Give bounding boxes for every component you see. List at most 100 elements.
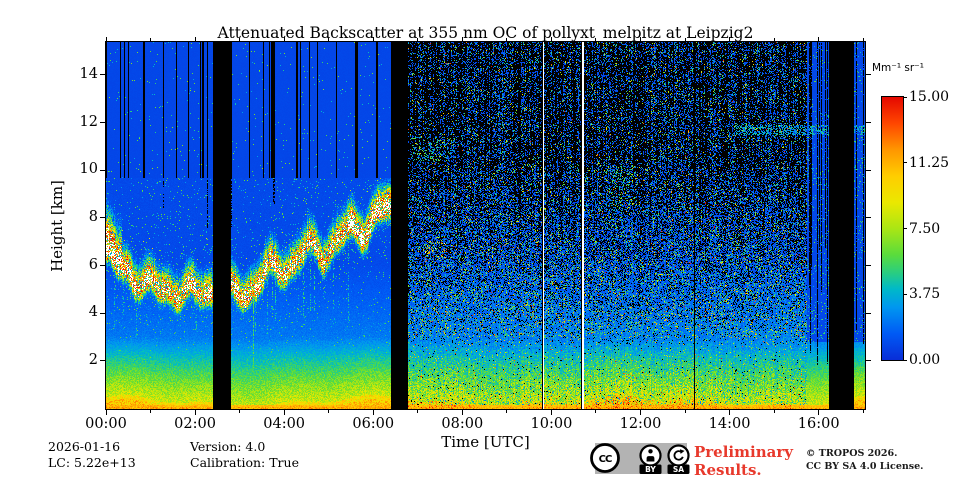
x-minor-tick <box>684 410 686 413</box>
y-major-tick <box>100 217 106 219</box>
colorbar-tick-label: 7.50 <box>909 220 941 237</box>
x-top-minor-tick <box>684 38 686 41</box>
by-person-icon <box>639 444 662 467</box>
x-tick-label: 00:00 <box>85 416 127 432</box>
y-tick-label: 10 <box>79 161 98 178</box>
colorbar-tick-label: 0.00 <box>909 352 941 368</box>
x-minor-tick <box>862 410 864 413</box>
y-major-tick <box>100 312 106 314</box>
x-top-tick <box>550 37 552 41</box>
colorbar-tick <box>903 96 907 98</box>
y-tick-label: 14 <box>79 65 98 82</box>
x-major-tick <box>640 410 641 415</box>
y-major-tick <box>100 360 106 362</box>
y-major-tick <box>100 265 106 267</box>
y-tick-label: 4 <box>88 304 98 321</box>
copyright-line1: © TROPOS 2026. <box>806 448 898 459</box>
y-axis-label: Height [km] <box>48 180 66 272</box>
preliminary-line2: Results. <box>694 461 762 479</box>
y-tick-label: 6 <box>88 256 98 273</box>
chart-title: Attenuated Backscatter at 355 nm OC of p… <box>217 24 754 42</box>
colorbar-unit-label: Mm⁻¹ sr⁻¹ <box>872 62 924 74</box>
x-tick-label: 08:00 <box>441 416 484 432</box>
x-top-minor-tick <box>595 38 597 41</box>
x-minor-tick <box>773 410 775 413</box>
y-right-tick <box>866 217 871 219</box>
y-right-tick <box>866 122 871 124</box>
x-minor-tick <box>506 410 508 413</box>
cc-icon-text: CC <box>599 454 612 465</box>
y-tick-label: 2 <box>88 351 98 368</box>
sa-label-pill <box>667 464 690 474</box>
y-right-tick <box>866 312 871 314</box>
x-major-tick <box>194 410 196 415</box>
x-minor-tick <box>595 410 597 413</box>
x-top-tick <box>283 37 285 41</box>
x-top-minor-tick <box>417 38 419 41</box>
x-top-tick <box>194 37 196 41</box>
y-right-tick <box>866 360 871 362</box>
x-top-tick <box>372 37 374 41</box>
y-major-tick <box>100 169 106 171</box>
colorbar <box>881 96 904 361</box>
copyright-line2: CC BY SA 4.0 License. <box>806 461 924 472</box>
backscatter-heatmap <box>106 42 865 409</box>
y-major-tick <box>100 122 106 124</box>
preliminary-results-note: Preliminary Results. <box>694 443 793 479</box>
x-minor-tick <box>150 410 152 413</box>
cc-license-badge: CC BY SA <box>590 443 690 474</box>
x-top-tick <box>729 37 731 41</box>
y-right-tick <box>866 265 871 267</box>
colorbar-tick-label: 11.25 <box>909 154 950 171</box>
colorbar-tick <box>903 162 907 164</box>
x-major-tick <box>372 410 374 415</box>
x-top-minor-tick <box>328 38 330 41</box>
footer-version: Version: 4.0 <box>190 439 266 454</box>
x-tick-label: 04:00 <box>263 416 306 432</box>
footer-date: 2026-01-16 <box>48 439 121 454</box>
colorbar-tick-label: 3.75 <box>909 286 941 303</box>
copyright-note: © TROPOS 2026. CC BY SA 4.0 License. <box>806 447 923 473</box>
y-right-tick <box>866 169 871 171</box>
x-top-tick <box>640 37 641 41</box>
x-tick-label: 14:00 <box>708 416 751 432</box>
x-major-tick <box>105 410 107 415</box>
x-top-tick <box>105 37 107 41</box>
x-tick-label: 10:00 <box>530 416 573 432</box>
colorbar-gradient <box>882 97 903 360</box>
sa-arrow-arc <box>673 450 684 461</box>
x-major-tick <box>818 410 820 415</box>
x-minor-tick <box>328 410 330 413</box>
x-top-minor-tick <box>239 38 241 41</box>
y-tick-label: 8 <box>88 208 98 225</box>
x-minor-tick <box>239 410 241 413</box>
x-tick-label: 02:00 <box>174 416 216 432</box>
x-major-tick <box>461 410 463 415</box>
y-right-tick <box>866 74 871 76</box>
x-top-minor-tick <box>773 38 775 41</box>
by-person-head <box>648 449 653 454</box>
footer-calibration: Calibration: True <box>190 455 299 470</box>
y-major-tick <box>100 74 106 76</box>
plot-area <box>105 41 866 410</box>
x-tick-label: 06:00 <box>352 416 395 432</box>
x-axis-label: Time [UTC] <box>441 433 530 451</box>
footer-lc: LC: 5.22e+13 <box>48 455 136 470</box>
by-person-body <box>646 456 655 462</box>
preliminary-line1: Preliminary <box>694 443 793 461</box>
colorbar-tick <box>903 228 907 229</box>
x-major-tick <box>550 410 552 415</box>
x-major-tick <box>283 410 285 415</box>
x-major-tick <box>729 410 731 415</box>
x-top-tick <box>818 37 820 41</box>
y-tick-label: 12 <box>79 113 98 130</box>
x-top-minor-tick <box>506 38 508 41</box>
x-tick-label: 12:00 <box>619 416 662 432</box>
x-top-minor-tick <box>862 38 864 41</box>
x-minor-tick <box>417 410 419 413</box>
by-label-text: BY <box>645 465 656 474</box>
x-top-minor-tick <box>150 38 152 41</box>
sa-arrow-icon <box>667 444 690 467</box>
x-top-tick <box>461 37 463 41</box>
